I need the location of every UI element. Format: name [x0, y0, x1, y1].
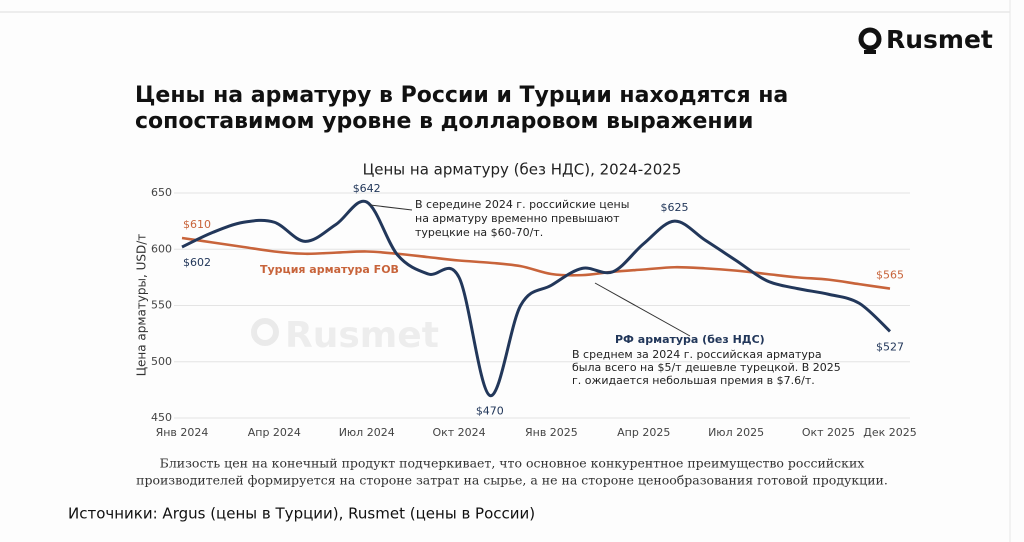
value-label: $470 — [476, 405, 504, 418]
x-tick-label: Окт 2024 — [432, 426, 485, 439]
y-tick-label: 500 — [151, 355, 172, 368]
x-tick-label: Апр 2025 — [617, 426, 670, 439]
x-tick-label: Янв 2024 — [156, 426, 209, 439]
logo-icon — [864, 50, 876, 54]
series-line — [181, 236, 891, 290]
series-label: РФ арматура (без НДС) — [615, 333, 765, 346]
annotation-text: В середине 2024 г. российские цены — [415, 198, 629, 211]
annotation-text: г. ожидается небольшая премия в $7.6/т. — [572, 374, 815, 387]
annotation-text: на арматуру временно превышают — [415, 212, 620, 225]
watermark-icon — [251, 318, 279, 346]
x-tick-label: Окт 2025 — [802, 426, 855, 439]
x-tick-label: Июл 2025 — [708, 426, 764, 439]
logo: Rusmet — [858, 25, 993, 54]
chart-title: Цены на арматуру (без НДС), 2024-2025 — [363, 161, 682, 179]
series-label: Турция арматура FOB — [260, 263, 399, 276]
y-tick-label: 650 — [151, 186, 172, 199]
y-tick-label: 600 — [151, 242, 172, 255]
annotation-pointer — [369, 204, 413, 211]
y-tick-label: 550 — [151, 299, 172, 312]
watermark-text: Rusmet — [285, 315, 439, 356]
value-label: $602 — [183, 256, 211, 269]
annotation-pointer — [594, 282, 691, 337]
headline: сопоставимом уровне в долларовом выражен… — [135, 109, 753, 134]
x-tick-label: Июл 2024 — [339, 426, 395, 439]
value-label: $625 — [661, 201, 689, 214]
x-tick-label: Дек 2025 — [863, 426, 917, 439]
annotation-text: была всего на $5/т дешевле турецкой. В 2… — [572, 361, 841, 374]
annotation-2: В среднем за 2024 г. российская арматура… — [572, 282, 841, 387]
x-tick-label: Апр 2024 — [248, 426, 301, 439]
value-label: $642 — [353, 182, 381, 195]
value-label: $565 — [876, 269, 904, 282]
value-label: $610 — [183, 218, 211, 231]
note: производителей формируется на стороне за… — [136, 473, 888, 488]
logo-icon — [858, 27, 882, 51]
y-axis-label: Цена арматуры, USD/т — [135, 234, 149, 377]
y-tick-label: 450 — [151, 411, 172, 424]
watermark: Rusmet — [251, 315, 439, 356]
annotation-text: турецкие на $60-70/т. — [415, 226, 543, 239]
annotation-1: В середине 2024 г. российские цены на ар… — [369, 198, 629, 239]
headline: Цены на арматуру в России и Турции наход… — [135, 83, 788, 108]
x-tick-label: Янв 2025 — [525, 426, 578, 439]
logo-text: Rusmet — [886, 25, 993, 54]
plot: 450 500 550 600 650 Янв 2024 Апр 2024 Июл 2024 О… — [151, 182, 917, 439]
value-label: $527 — [876, 340, 904, 353]
annotation-text: В среднем за 2024 г. российская арматура — [572, 348, 822, 361]
series-line — [181, 199, 892, 398]
sources: Источники: Argus (цены в Турции), Rusmet… — [68, 505, 535, 523]
note: Близость цен на конечный продукт подчерк… — [160, 456, 865, 471]
